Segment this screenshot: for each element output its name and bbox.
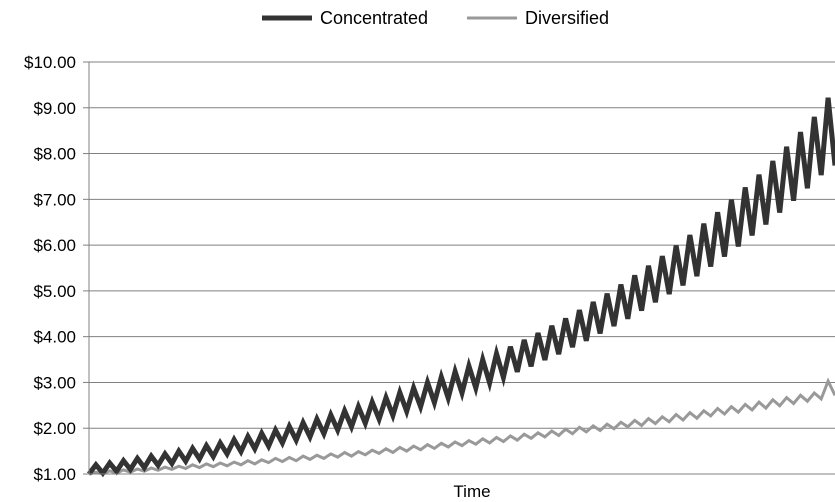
legend-item-diversified: Diversified [467, 8, 609, 28]
y-tick-label: $8.00 [33, 145, 76, 164]
y-tick-label: $10.00 [24, 53, 76, 72]
y-tick-label: $9.00 [33, 99, 76, 118]
legend-item-concentrated: Concentrated [262, 8, 428, 28]
y-tick-label: $1.00 [33, 465, 76, 484]
y-tick-label: $6.00 [33, 236, 76, 255]
legend-label: Concentrated [320, 8, 428, 28]
y-tick-label: $7.00 [33, 190, 76, 209]
y-tick-label: $3.00 [33, 373, 76, 392]
y-axis-ticks: $1.00 $2.00 $3.00 $4.00 $5.00 $6.00 $7.00 $8.00… [24, 53, 89, 484]
legend: Concentrated Diversified [262, 8, 609, 28]
series-line-diversified [88, 377, 835, 476]
series-lines [86, 97, 835, 478]
series-line-concentrated [86, 97, 835, 478]
y-tick-label: $2.00 [33, 419, 76, 438]
legend-label: Diversified [525, 8, 609, 28]
y-tick-label: $4.00 [33, 328, 76, 347]
x-axis-title: Time [453, 482, 490, 501]
y-tick-label: $5.00 [33, 282, 76, 301]
gridlines [89, 61, 835, 429]
